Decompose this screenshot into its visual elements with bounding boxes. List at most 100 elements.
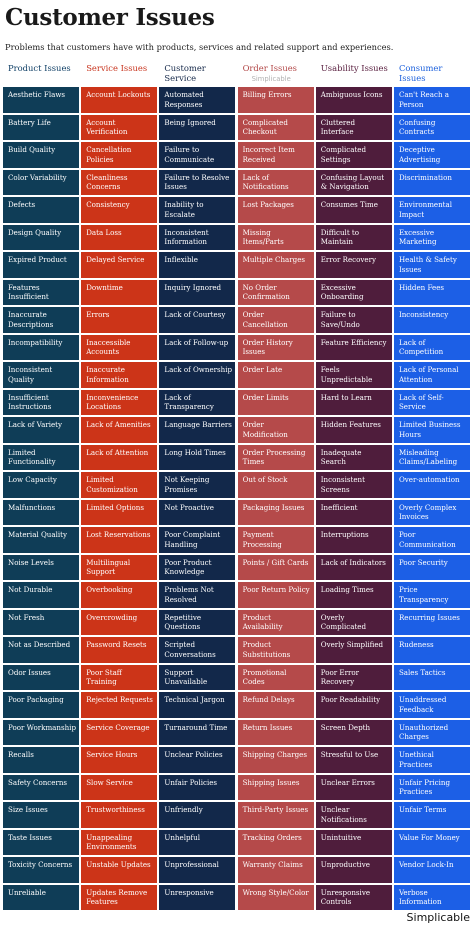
column-header-label: Product Issues bbox=[8, 63, 71, 73]
issue-cell: Out of Stock bbox=[237, 472, 314, 498]
column-header: Service Issues bbox=[81, 60, 157, 86]
issue-cell: Refund Delays bbox=[237, 692, 314, 718]
issue-cell: Difficult to Maintain bbox=[315, 224, 392, 250]
issue-cell: Inconsistent Information bbox=[159, 224, 236, 250]
issue-cell: Problems Not Resolved bbox=[159, 582, 236, 608]
issue-cell: Inefficient bbox=[315, 499, 392, 525]
issue-cell: Multilingual Support bbox=[81, 554, 158, 580]
issue-cell: Being Ignored bbox=[159, 114, 236, 140]
issue-cell: Incompatibility bbox=[3, 334, 79, 360]
issue-cell: Inquiry Ignored bbox=[159, 279, 236, 305]
issue-cell: Rudeness bbox=[393, 637, 470, 663]
issue-cell: Unfair Policies bbox=[159, 774, 236, 800]
issue-cell: Data Loss bbox=[81, 224, 158, 250]
issue-cell: Defects bbox=[3, 197, 79, 223]
issue-cell: Recalls bbox=[3, 747, 79, 773]
issue-cell: Lost Packages bbox=[237, 197, 314, 223]
issue-cell: Unclear Notifications bbox=[315, 802, 392, 828]
issue-cell: Recurring Issues bbox=[393, 609, 470, 635]
issue-cell: Overly Simplified bbox=[315, 637, 392, 663]
issue-cell: Failure to Save/Undo bbox=[315, 307, 392, 333]
issue-cell: Failure to Resolve Issues bbox=[159, 169, 236, 195]
issue-cell: Limited Functionality bbox=[3, 444, 79, 470]
issue-cell: Multiple Charges bbox=[237, 252, 314, 278]
brand-footer: Simplicable bbox=[406, 911, 470, 924]
issue-cell: Packaging Issues bbox=[237, 499, 314, 525]
issue-cell: Not Keeping Promises bbox=[159, 472, 236, 498]
issue-cell: Unethical Practices bbox=[393, 747, 470, 773]
issue-cell: Interruptions bbox=[315, 527, 392, 553]
issue-cell: Lack of Transparency bbox=[159, 389, 236, 415]
issue-cell: Battery Life bbox=[3, 114, 79, 140]
issue-cell: Design Quality bbox=[3, 224, 79, 250]
issue-cell: Unhelpful bbox=[159, 829, 236, 855]
issue-cell: Poor Product Knowledge bbox=[159, 554, 236, 580]
column-cells: Can't Reach a Person Confusing Contracts D… bbox=[393, 87, 470, 910]
issue-cell: Unclear Policies bbox=[159, 747, 236, 773]
issue-cell: Odor Issues bbox=[3, 664, 79, 690]
issue-cell: Overly Complicated bbox=[315, 609, 392, 635]
issue-cell: Tracking Orders bbox=[237, 829, 314, 855]
issue-cell: Inability to Escalate bbox=[159, 197, 236, 223]
issue-cell: Cluttered Interface bbox=[315, 114, 392, 140]
issue-cell: Payment Processing bbox=[237, 527, 314, 553]
issue-cell: Loading Times bbox=[315, 582, 392, 608]
issue-cell: Unintuitive bbox=[315, 829, 392, 855]
column-cells: Billing Errors Complicated Checkout Incorr… bbox=[237, 87, 314, 910]
issue-cell: Unprofessional bbox=[159, 857, 236, 883]
issue-cell: Expired Product bbox=[3, 252, 79, 278]
issues-table: Product Issues Aesthetic Flaws Battery Lif… bbox=[3, 60, 470, 910]
issue-cell: Turnaround Time bbox=[159, 719, 236, 745]
issue-cell: Lack of Amenities bbox=[81, 417, 158, 443]
issue-cell: Material Quality bbox=[3, 527, 79, 553]
column-header-label: Order Issues bbox=[242, 63, 297, 73]
watermark-label: Simplicable bbox=[251, 75, 291, 83]
issue-cell: Poor Error Recovery bbox=[315, 664, 392, 690]
issue-cell: Service Coverage bbox=[81, 719, 158, 745]
issue-cell: Taste Issues bbox=[3, 829, 79, 855]
issue-cell: Over-automation bbox=[393, 472, 470, 498]
issue-cell: Account Verification bbox=[81, 114, 158, 140]
issue-cell: Order Modification bbox=[237, 417, 314, 443]
issue-cell: Poor Readability bbox=[315, 692, 392, 718]
issue-cell: Unreliable bbox=[3, 884, 79, 910]
issue-cell: Vendor Lock-In bbox=[393, 857, 470, 883]
issue-cell: Size Issues bbox=[3, 802, 79, 828]
issue-cell: Unfriendly bbox=[159, 802, 236, 828]
column-header-label: Customer Service bbox=[164, 63, 206, 83]
issue-cell: Safety Concerns bbox=[3, 774, 79, 800]
issue-cell: Low Capacity bbox=[3, 472, 79, 498]
column-3: Customer Service Automated Responses Being… bbox=[159, 60, 236, 910]
issue-cell: Overly Complex Invoices bbox=[393, 499, 470, 525]
issue-cell: Consumes Time bbox=[315, 197, 392, 223]
issue-cell: Error Recovery bbox=[315, 252, 392, 278]
issue-cell: Health & Safety Issues bbox=[393, 252, 470, 278]
issue-cell: Third-Party Issues bbox=[237, 802, 314, 828]
issue-cell: Complicated Checkout bbox=[237, 114, 314, 140]
issue-cell: Lack of Competition bbox=[393, 334, 470, 360]
column-header: Usability Issues bbox=[316, 60, 392, 86]
issue-cell: Support Unavailable bbox=[159, 664, 236, 690]
issue-cell: Toxicity Concerns bbox=[3, 857, 79, 883]
issue-cell: Lack of Ownership bbox=[159, 362, 236, 388]
issue-cell: Order Late bbox=[237, 362, 314, 388]
issue-cell: Shipping Issues bbox=[237, 774, 314, 800]
issue-cell: Unresponsive bbox=[159, 884, 236, 910]
issue-cell: Password Resets bbox=[81, 637, 158, 663]
issue-cell: Promotional Codes bbox=[237, 664, 314, 690]
issue-cell: Unfair Terms bbox=[393, 802, 470, 828]
issue-cell: Stressful to Use bbox=[315, 747, 392, 773]
issue-cell: Sales Tactics bbox=[393, 664, 470, 690]
issue-cell: Poor Packaging bbox=[3, 692, 79, 718]
issue-cell: Confusing Contracts bbox=[393, 114, 470, 140]
issue-cell: Deceptive Advertising bbox=[393, 142, 470, 168]
column-5: Usability Issues Ambiguous Icons Cluttered… bbox=[315, 60, 392, 910]
column-4: Order Issues Simplicable Billing Errors Com… bbox=[237, 60, 314, 910]
issue-cell: Price Transparency bbox=[393, 582, 470, 608]
issue-cell: Lack of Notifications bbox=[237, 169, 314, 195]
column-header: Customer Service bbox=[159, 60, 235, 86]
issue-cell: Complicated Settings bbox=[315, 142, 392, 168]
issue-cell: Unstable Updates bbox=[81, 857, 158, 883]
issue-cell: Lack of Personal Attention bbox=[393, 362, 470, 388]
issue-cell: Environmental Impact bbox=[393, 197, 470, 223]
